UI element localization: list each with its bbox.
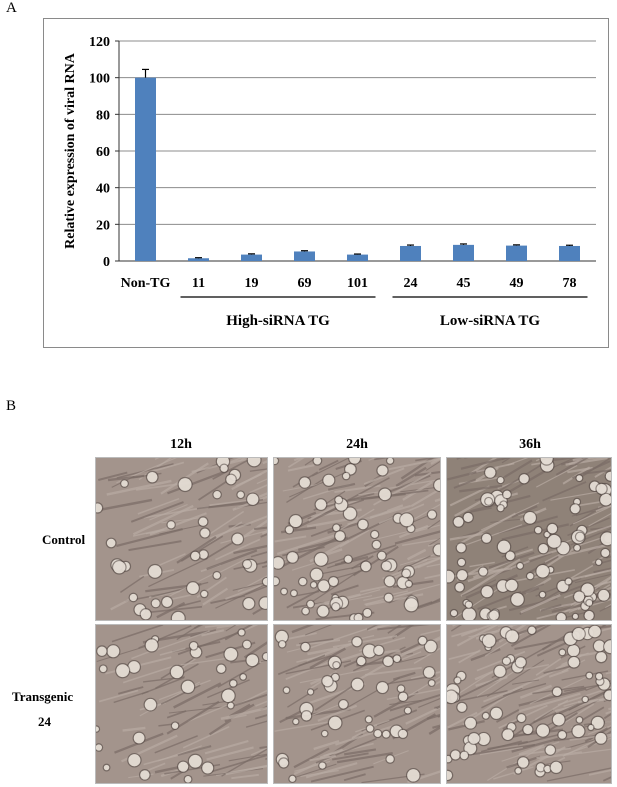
bar-chart-frame: 0 20 40 60 80 100 120 Relative expression of vi… bbox=[43, 18, 609, 348]
category-label: 49 bbox=[510, 276, 524, 291]
category-label: 101 bbox=[347, 276, 368, 291]
row-label-transgenic-number: 24 bbox=[38, 714, 51, 729]
column-label-36h: 36h bbox=[519, 437, 541, 452]
bar-chart: 0 20 40 60 80 100 120 Relative expression of vi… bbox=[63, 35, 596, 329]
bar-Non-TG bbox=[135, 77, 156, 261]
bar-101 bbox=[347, 254, 368, 261]
group-label: Low-siRNA TG bbox=[440, 313, 540, 329]
y-tick-label: 20 bbox=[96, 218, 110, 233]
row-label-transgenic: Transgenic bbox=[12, 689, 74, 704]
micrograph-image bbox=[274, 625, 440, 783]
row-label-control: Control bbox=[42, 532, 86, 547]
category-label: 19 bbox=[245, 276, 259, 291]
y-tick-label: 40 bbox=[96, 182, 110, 197]
category-label: 24 bbox=[404, 276, 418, 291]
column-label-12h: 12h bbox=[170, 437, 192, 452]
y-tick-label: 100 bbox=[89, 72, 110, 87]
micrograph-control-24h bbox=[273, 457, 441, 621]
category-label: Non-TG bbox=[121, 276, 171, 291]
micrograph-transgenic-12h bbox=[95, 624, 268, 784]
micrograph-image bbox=[447, 458, 611, 620]
bar-45 bbox=[453, 244, 474, 261]
bar-19 bbox=[241, 254, 262, 261]
category-label: 78 bbox=[563, 276, 577, 291]
bar-78 bbox=[559, 245, 580, 261]
y-tick-label: 80 bbox=[96, 108, 110, 123]
bar-69 bbox=[294, 251, 315, 261]
y-tick-label: 120 bbox=[89, 35, 110, 50]
category-label: 11 bbox=[192, 276, 205, 291]
micrograph-image bbox=[96, 625, 267, 783]
panel-b-label: B bbox=[6, 398, 17, 414]
micrograph-transgenic-24h bbox=[273, 624, 441, 784]
bar-11 bbox=[188, 258, 209, 261]
category-label: 69 bbox=[298, 276, 312, 291]
column-label-24h: 24h bbox=[346, 437, 368, 452]
micrograph-transgenic-36h bbox=[446, 624, 612, 784]
micrograph-image bbox=[447, 625, 611, 783]
y-axis-title: Relative expression of viral RNA bbox=[63, 52, 78, 249]
micrograph-image bbox=[96, 458, 267, 620]
y-tick-label: 60 bbox=[96, 145, 110, 160]
bar-24 bbox=[400, 245, 421, 261]
micrograph-control-36h bbox=[446, 457, 612, 621]
micrograph-control-12h bbox=[95, 457, 268, 621]
category-label: 45 bbox=[457, 276, 471, 291]
y-tick-label: 0 bbox=[103, 255, 110, 270]
panel-a-label: A bbox=[6, 0, 17, 16]
micrograph-image bbox=[274, 458, 440, 620]
group-label: High-siRNA TG bbox=[226, 313, 330, 329]
bar-49 bbox=[506, 245, 527, 261]
